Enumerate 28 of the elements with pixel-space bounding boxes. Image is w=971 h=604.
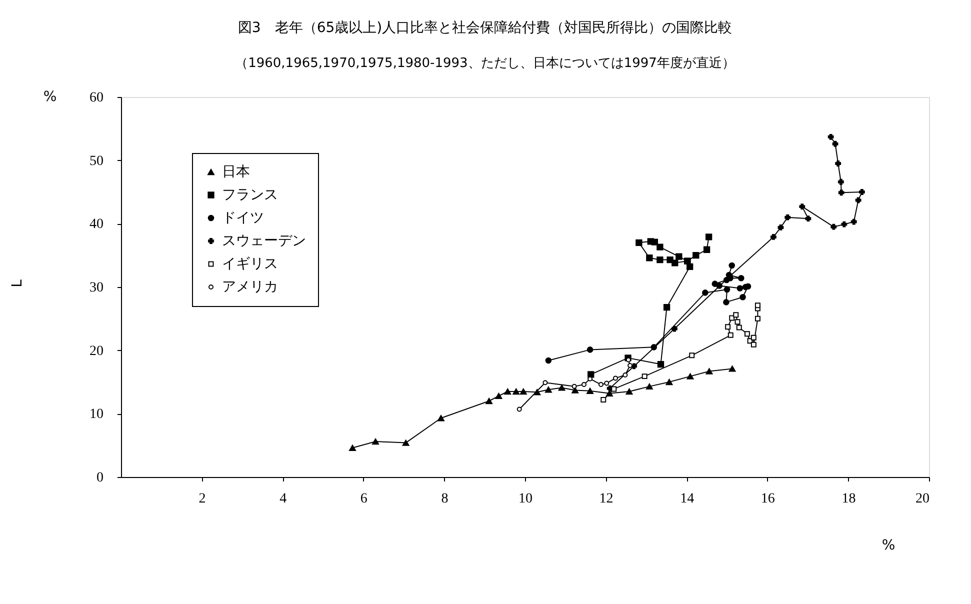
chart-subtitle: （1960,1965,1970,1975,1980-1993、ただし、日本については1997年度が直近） bbox=[235, 55, 735, 71]
legend-label: ドイツ bbox=[222, 210, 264, 226]
x-tick-label: 16 bbox=[760, 492, 775, 506]
legend-label: イギリス bbox=[222, 256, 278, 272]
y-tick-label: 10 bbox=[90, 407, 104, 422]
y-tick-label: 20 bbox=[90, 344, 104, 359]
x-tick-label: 4 bbox=[280, 492, 287, 506]
y-tick-label: 50 bbox=[90, 154, 104, 169]
x-tick-label: 20 bbox=[916, 492, 930, 506]
y-tick-label: 40 bbox=[90, 217, 104, 232]
y-tick-label: 0 bbox=[96, 470, 104, 486]
x-tick-label: 2 bbox=[198, 492, 206, 506]
y-tick-label: 30 bbox=[90, 280, 104, 296]
chart-title: 図3 老年（65歳以上)人口比率と社会保障給付費（対国民所得比）の国際比較 bbox=[238, 20, 732, 36]
legend-label: アメリカ bbox=[222, 279, 278, 295]
y-axis-title: L bbox=[10, 279, 26, 288]
x-tick-label: 14 bbox=[680, 492, 694, 506]
x-tick-label: 18 bbox=[842, 492, 856, 506]
legend-label: フランス bbox=[222, 187, 278, 203]
x-tick-label: 12 bbox=[599, 492, 614, 506]
x-tick-label: 8 bbox=[441, 492, 448, 506]
x-tick-label: 6 bbox=[360, 492, 368, 506]
x-tick-label: 10 bbox=[518, 492, 532, 506]
legend-label: 日本 bbox=[222, 164, 250, 180]
x-axis-title: % bbox=[882, 538, 896, 554]
legend-label: スウェーデン bbox=[222, 233, 306, 249]
y-tick-label: 60 bbox=[90, 90, 104, 106]
text: % bbox=[43, 89, 57, 105]
